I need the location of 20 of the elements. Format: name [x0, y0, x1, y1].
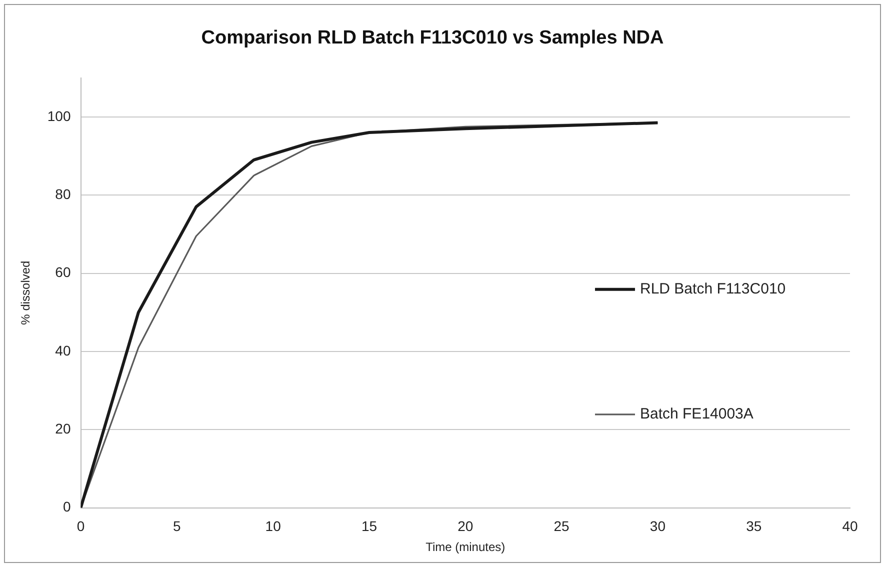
y-tick-label: 20 — [55, 420, 71, 436]
y-tick-label: 80 — [55, 186, 71, 202]
x-tick-label: 40 — [842, 518, 858, 534]
y-tick-label: 60 — [55, 264, 71, 280]
x-tick-label: 10 — [265, 518, 282, 534]
x-axis-title: Time (minutes) — [426, 540, 506, 554]
y-tick-label: 100 — [47, 108, 71, 124]
x-tick-label: 15 — [361, 518, 378, 534]
x-tick-label: 35 — [746, 518, 762, 534]
x-tick-label: 30 — [650, 518, 666, 534]
y-axis-title: % dissolved — [18, 260, 33, 325]
y-tick-label: 0 — [62, 498, 71, 515]
chart-title: Comparison RLD Batch F113C010 vs Samples NDA — [201, 28, 664, 49]
y-tick-label: 40 — [55, 342, 71, 358]
x-tick-label: 20 — [458, 518, 474, 534]
legend-label: Batch FE14003A — [640, 406, 754, 423]
x-tick-label: 5 — [173, 518, 182, 534]
legend-label: RLD Batch F113C010 — [640, 280, 786, 298]
x-tick-label: 25 — [554, 518, 570, 534]
x-tick-label: 0 — [76, 518, 85, 534]
